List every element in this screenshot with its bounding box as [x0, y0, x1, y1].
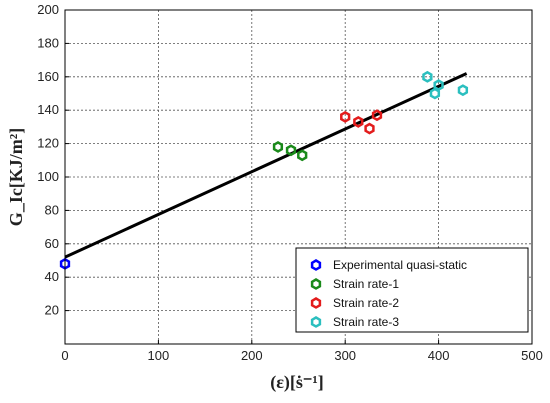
- data-point: [422, 70, 433, 83]
- x-tick-label: 100: [148, 348, 170, 363]
- y-tick-label: 40: [45, 269, 59, 284]
- y-tick-label: 200: [37, 2, 59, 17]
- ticks: 0 100 200 300 400 500 20 40 60 80 100 120 140 160 180 2…: [37, 2, 543, 363]
- fit-line: [64, 72, 468, 259]
- x-axis-label: (ε)[ṡ⁻¹]: [270, 372, 324, 393]
- data-point: [353, 115, 364, 128]
- data-point: [364, 122, 375, 135]
- legend-label: Experimental quasi-static: [333, 258, 467, 272]
- y-tick-label: 180: [37, 35, 59, 50]
- legend: Experimental quasi-static Strain rate-1 St…: [295, 247, 529, 333]
- legend-marker: [310, 297, 322, 309]
- legend-label: Strain rate-3: [333, 315, 399, 329]
- y-tick-label: 100: [37, 169, 59, 184]
- y-tick-label: 60: [45, 236, 59, 251]
- legend-marker: [310, 259, 322, 271]
- data-point: [371, 109, 383, 122]
- data-point: [457, 84, 469, 97]
- x-tick-label: 0: [61, 348, 68, 363]
- data-point: [340, 110, 351, 123]
- x-tick-label: 500: [521, 348, 543, 363]
- y-tick-label: 80: [45, 202, 59, 217]
- y-axis-label: G_Ic[KJ/m²]: [6, 128, 26, 226]
- legend-label: Strain rate-1: [333, 277, 399, 291]
- y-tick-label: 20: [45, 303, 59, 318]
- data-point: [297, 149, 308, 162]
- data-point: [285, 144, 297, 157]
- data-point: [272, 140, 284, 153]
- y-tick-label: 120: [37, 136, 59, 151]
- y-tick-label: 140: [37, 102, 59, 117]
- legend-label: Strain rate-2: [333, 296, 399, 310]
- x-tick-label: 200: [241, 348, 263, 363]
- x-tick-label: 300: [334, 348, 356, 363]
- series-layer: [59, 70, 469, 270]
- data-point: [433, 79, 444, 92]
- data-point: [429, 87, 441, 100]
- legend-box: [295, 247, 529, 333]
- legend-marker: [310, 278, 322, 290]
- y-tick-label: 160: [37, 69, 59, 84]
- legend-marker: [310, 316, 322, 328]
- x-tick-label: 400: [428, 348, 450, 363]
